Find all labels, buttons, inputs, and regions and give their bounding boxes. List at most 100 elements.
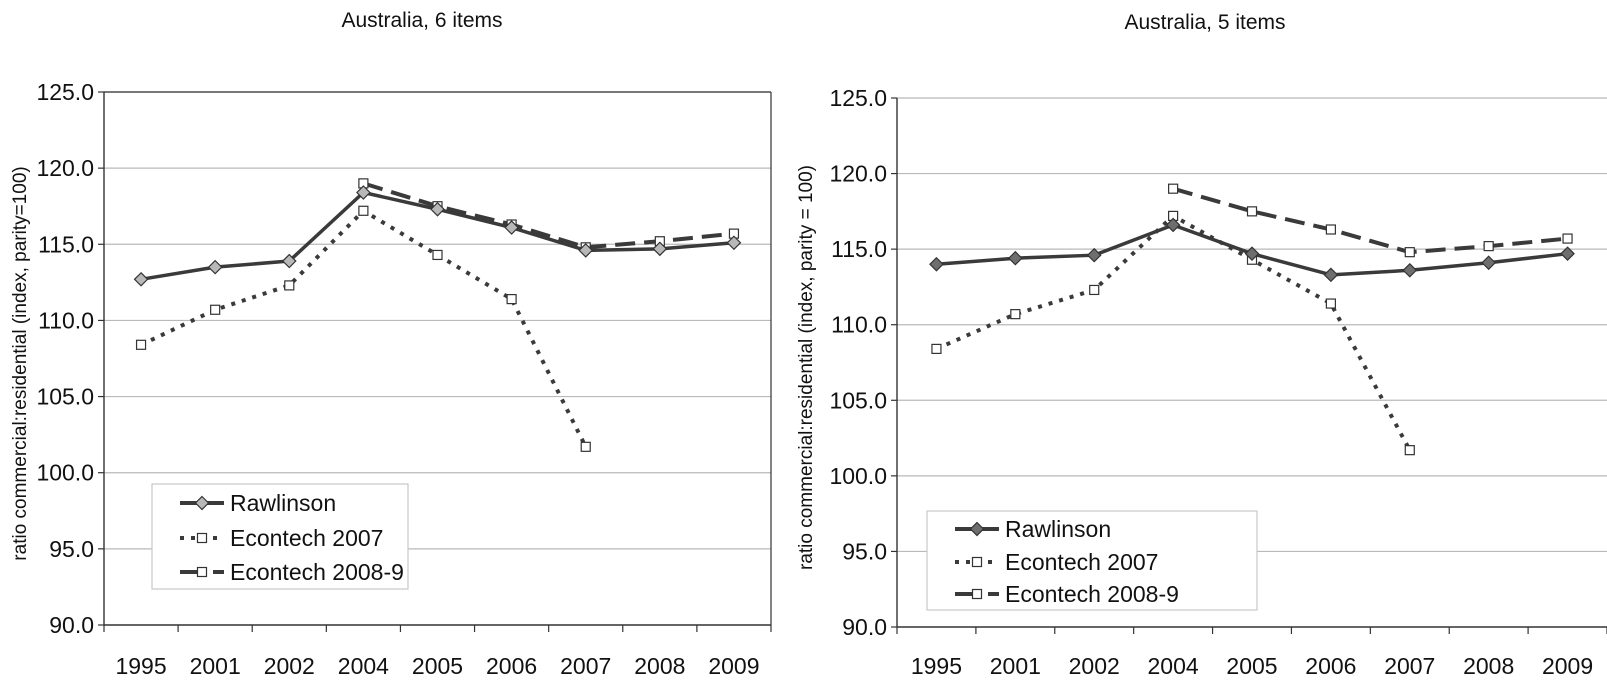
y-tick-label: 115.0 (38, 231, 94, 257)
y-tick-label: 125.0 (36, 79, 94, 105)
data-point (726, 235, 742, 251)
data-point (1325, 298, 1336, 309)
legend-swatch-marker (971, 588, 983, 600)
legend-label: Econtech 2007 (230, 525, 383, 551)
data-point (504, 220, 519, 235)
data-point (1404, 247, 1415, 258)
x-tick-label: 2006 (1305, 653, 1356, 679)
legend-swatch-marker (196, 532, 208, 544)
series-econtech-2008-9 (1168, 183, 1573, 258)
series-econtech-2008-9 (358, 178, 740, 253)
data-point (1483, 241, 1494, 252)
data-point (284, 280, 295, 291)
y-tick-label: 125.0 (829, 85, 887, 111)
data-point (133, 271, 149, 287)
chart-panel-2: Australia, 5 items 90.0 95.0 100.0 105.0 110.… (796, 11, 1607, 679)
x-tick-label: 2008 (1463, 653, 1514, 679)
series-econtech-2007 (135, 205, 591, 452)
y-tick-label: 90.0 (842, 614, 887, 640)
data-point (578, 243, 594, 258)
series-line (140, 208, 588, 448)
legend-item: Econtech 2007 (180, 525, 383, 551)
data-point (931, 343, 942, 354)
data-point (1168, 183, 1179, 194)
data-point (580, 441, 591, 452)
data-point (1560, 246, 1575, 262)
data-point (1481, 255, 1497, 271)
y-tick-label: 105.0 (36, 384, 94, 410)
series-line (935, 213, 1412, 452)
data-point (432, 249, 443, 261)
data-point (506, 294, 517, 305)
data-point (1089, 284, 1100, 296)
x-tick-label: 2002 (264, 653, 315, 679)
data-point (1402, 262, 1418, 278)
data-point (1007, 250, 1023, 266)
legend-swatch-marker (969, 521, 985, 537)
legend-swatch-marker (971, 556, 983, 568)
data-point (430, 201, 445, 217)
series-line (362, 181, 735, 250)
x-tick-label: 2009 (708, 653, 759, 679)
series-rawlinson (929, 217, 1575, 283)
data-point (281, 253, 297, 269)
x-tick-label: 2001 (190, 653, 241, 679)
series-rawlinson (133, 185, 742, 287)
legend-swatch-marker (194, 495, 210, 511)
data-point (1086, 247, 1102, 263)
legend-swatch-marker (196, 566, 208, 578)
x-tick-label: 2005 (1226, 653, 1277, 679)
y-axis-label: ratio commercial:residential (index, par… (796, 165, 817, 570)
data-point (135, 339, 147, 350)
y-tick-label: 110.0 (831, 312, 887, 338)
data-point (929, 256, 944, 272)
data-point (1404, 445, 1415, 456)
x-tick-label: 1995 (115, 653, 166, 679)
y-tick-label: 100.0 (36, 460, 94, 486)
y-tick-label: 110.0 (38, 307, 94, 333)
x-tick-label: 2005 (412, 653, 463, 679)
y-tick-label: 105.0 (829, 387, 887, 413)
x-tick-label: 2004 (1148, 653, 1199, 679)
y-tick-label: 120.0 (36, 155, 94, 181)
legend-label: Econtech 2008-9 (1005, 581, 1179, 607)
series-econtech-2007 (931, 210, 1415, 456)
legend-item: Econtech 2007 (955, 549, 1158, 575)
x-tick-label: 2009 (1542, 653, 1593, 679)
chart-title: Australia, 6 items (341, 9, 502, 32)
legend-item: Rawlinson (955, 516, 1111, 542)
data-point (207, 259, 223, 275)
y-tick-label: 95.0 (49, 536, 94, 562)
legend: Rawlinson Econtech 2007 Econtech 2008-9 (151, 483, 409, 590)
x-tick-label: 2007 (1384, 653, 1435, 679)
data-point (1165, 217, 1181, 233)
legend-label: Rawlinson (230, 490, 336, 516)
y-tick-label: 95.0 (842, 538, 887, 564)
data-point (1010, 309, 1021, 320)
legend-item: Econtech 2008-9 (955, 581, 1179, 607)
data-point (1323, 267, 1339, 283)
data-point (1562, 233, 1573, 244)
chart-panel-1: Australia, 6 items 90.0 95.0 100.0 105.0 110.… (10, 9, 772, 679)
data-point (1325, 224, 1336, 235)
data-point (358, 205, 369, 216)
data-point (210, 304, 221, 315)
legend-item: Rawlinson (180, 490, 336, 516)
x-tick-label: 2008 (634, 653, 685, 679)
series-line (1172, 186, 1568, 255)
legend: Rawlinson Econtech 2007 Econtech 2008-9 (926, 510, 1258, 611)
data-point (652, 241, 668, 257)
data-point (356, 185, 371, 200)
x-tick-label: 2001 (990, 653, 1041, 679)
x-tick-label: 2004 (338, 653, 389, 679)
legend-label: Rawlinson (1005, 516, 1111, 542)
x-tick-label: 2006 (486, 653, 537, 679)
x-tick-label: 2002 (1069, 653, 1120, 679)
legend-label: Econtech 2008-9 (230, 559, 404, 585)
y-tick-label: 90.0 (49, 612, 94, 638)
y-tick-label: 115.0 (831, 236, 887, 262)
data-point (1244, 246, 1260, 262)
legend-label: Econtech 2007 (1005, 549, 1158, 575)
x-tick-label: 1995 (911, 653, 962, 679)
